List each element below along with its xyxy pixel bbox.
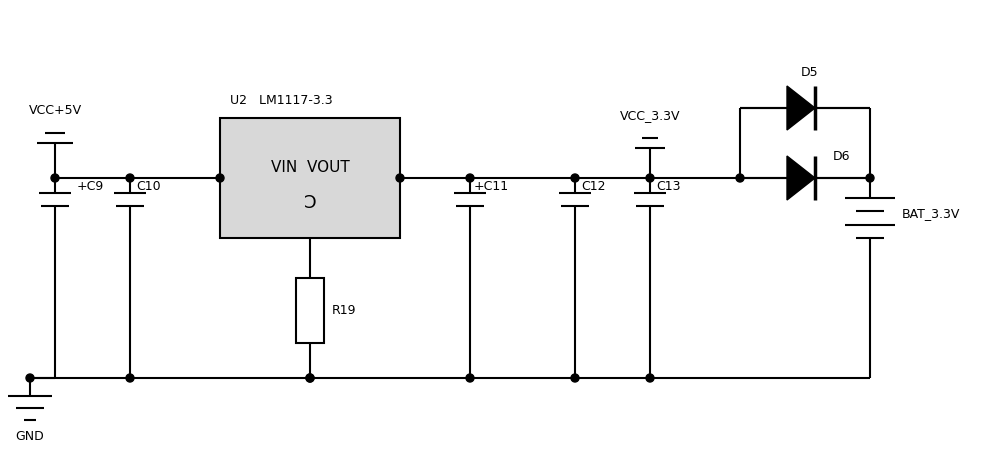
Polygon shape <box>787 86 815 130</box>
Circle shape <box>396 174 404 182</box>
Bar <box>296 278 324 343</box>
Circle shape <box>216 174 224 182</box>
Text: C13: C13 <box>656 180 680 192</box>
Text: VCC+5V: VCC+5V <box>28 104 82 116</box>
Circle shape <box>571 374 579 382</box>
Circle shape <box>126 174 134 182</box>
Circle shape <box>646 174 654 182</box>
Text: VIN  VOUT: VIN VOUT <box>271 160 349 175</box>
Circle shape <box>736 174 744 182</box>
Circle shape <box>466 174 474 182</box>
Circle shape <box>646 374 654 382</box>
Text: C10: C10 <box>136 180 161 192</box>
Text: VCC_3.3V: VCC_3.3V <box>620 109 680 122</box>
Text: BAT_3.3V: BAT_3.3V <box>902 207 960 220</box>
Text: U2   LM1117-3.3: U2 LM1117-3.3 <box>230 93 333 107</box>
Text: GND: GND <box>16 430 44 442</box>
Circle shape <box>466 374 474 382</box>
Text: +C11: +C11 <box>474 180 509 192</box>
Bar <box>220 118 400 238</box>
Text: +C9: +C9 <box>77 180 104 192</box>
Circle shape <box>126 374 134 382</box>
Text: R19: R19 <box>332 304 356 317</box>
Circle shape <box>306 374 314 382</box>
Text: Ɔ: Ɔ <box>304 194 316 212</box>
Circle shape <box>571 174 579 182</box>
Polygon shape <box>787 156 815 200</box>
Circle shape <box>306 374 314 382</box>
Circle shape <box>26 374 34 382</box>
Circle shape <box>51 174 59 182</box>
Text: D5: D5 <box>801 66 819 80</box>
Text: C12: C12 <box>581 180 606 192</box>
Text: D6: D6 <box>833 149 850 163</box>
Circle shape <box>866 174 874 182</box>
